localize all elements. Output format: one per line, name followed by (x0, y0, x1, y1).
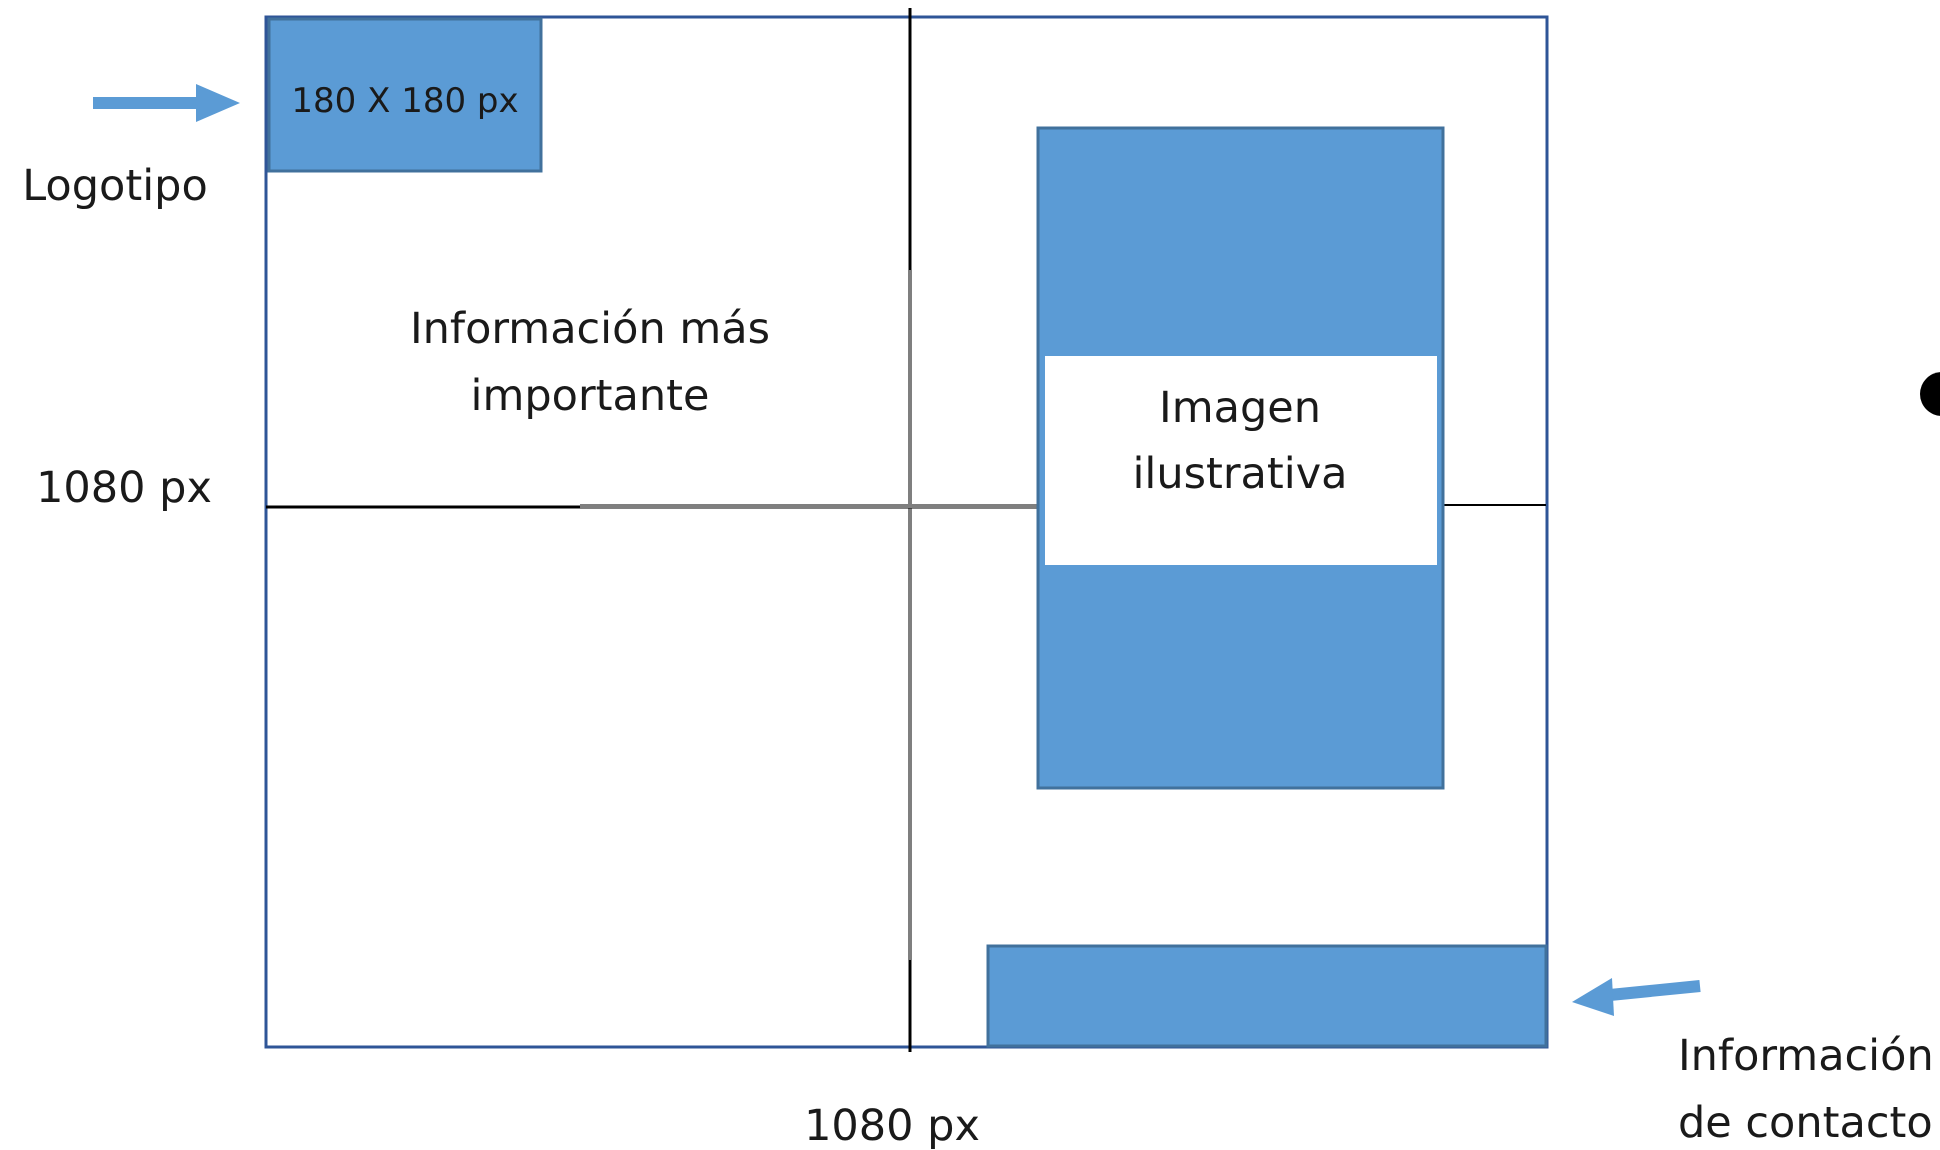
height-dimension-label: 1080 px (36, 463, 212, 513)
logo-arrow-icon (93, 84, 240, 122)
logo-block (267, 17, 543, 173)
image-label-line2: ilustrativa (1132, 449, 1347, 499)
image-caption-box (1045, 356, 1437, 565)
logo-label: Logotipo (22, 161, 208, 211)
contact-label-line2: de contacto (1678, 1098, 1933, 1148)
width-dimension-label: 1080 px (804, 1101, 980, 1150)
contact-label-line1: Información (1678, 1031, 1934, 1081)
contact-arrow-icon (1572, 978, 1701, 1016)
contact-block (986, 944, 1548, 1048)
image-label-line1: Imagen (1159, 383, 1321, 433)
main-info-label-line1: Información más (410, 304, 770, 354)
logo-size-label: 180 X 180 px (291, 81, 518, 121)
bullet-dot-icon (1920, 372, 1940, 416)
main-info-label-line2: importante (471, 371, 710, 421)
